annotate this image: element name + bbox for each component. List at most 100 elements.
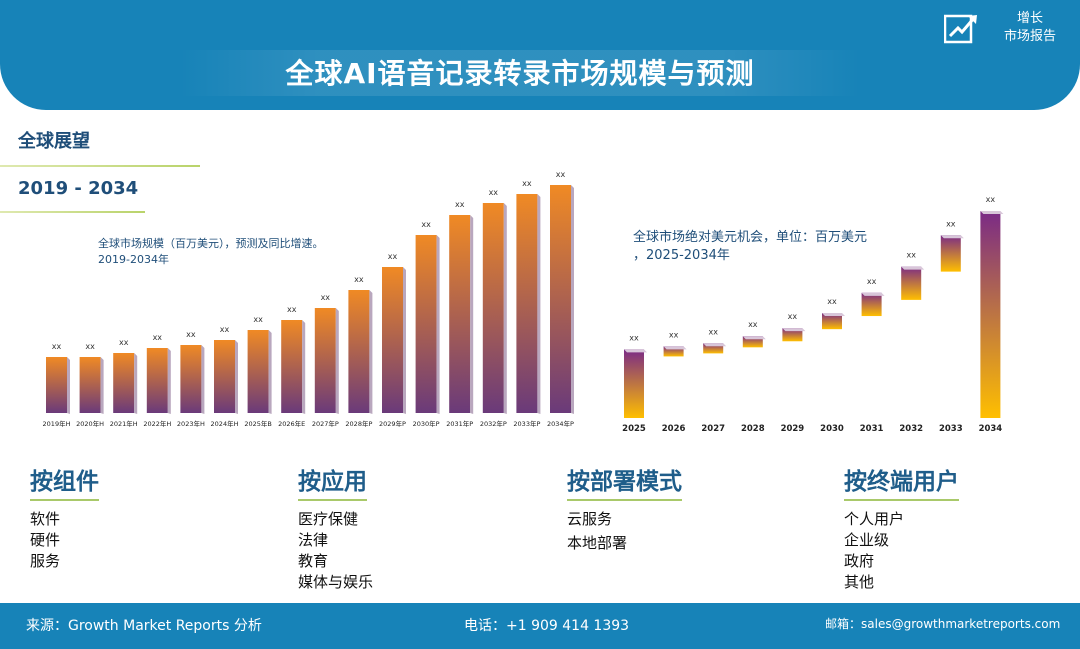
segment-heading: 按应用: [298, 462, 367, 501]
x-tick-label: 2019年H: [43, 419, 71, 428]
bar-data-label: xx: [354, 275, 364, 284]
segment-heading: 按组件: [30, 462, 99, 501]
segment-item: 其他: [844, 573, 875, 591]
divider-line: [0, 165, 200, 167]
bar-data-label: xx: [119, 338, 129, 347]
bar-data-label: xx: [85, 342, 95, 351]
bar-data-label: xx: [906, 251, 916, 260]
x-tick-label: 2028年P: [345, 419, 372, 428]
bar-market-size: [314, 308, 336, 413]
years-range-label: 2019 - 2034: [18, 178, 139, 199]
bar-opportunity: [980, 211, 1001, 418]
bar-market-size: [46, 357, 67, 413]
logo-text-line2: 市场报告: [1003, 29, 1056, 44]
bar-shadow: [901, 266, 925, 270]
x-tick-label: 2032: [899, 424, 923, 434]
bar-market-size: [79, 357, 101, 413]
bar-shadow: [134, 353, 138, 414]
x-tick-label: 2020年H: [76, 419, 104, 428]
title-band: [180, 50, 860, 96]
bar-shadow: [167, 348, 171, 414]
market-size-chart-subtitle: 2019-2034年: [98, 253, 169, 266]
segment-item: 教育: [298, 552, 329, 570]
page-title: 全球AI语音记录转录市场规模与预测: [285, 57, 755, 90]
bar-data-label: xx: [986, 195, 996, 204]
bar-data-label: xx: [321, 293, 331, 302]
bar-data-label: xx: [827, 297, 837, 306]
bar-market-size: [516, 194, 538, 413]
bar-opportunity: [861, 292, 882, 317]
x-tick-label: 2033年P: [513, 419, 540, 428]
footer-source: 来源：Growth Market Reports 分析: [26, 618, 262, 634]
x-tick-label: 2031: [860, 424, 884, 434]
bar-shadow: [369, 290, 373, 414]
bar-market-size: [482, 203, 504, 413]
bar-opportunity: [822, 313, 842, 330]
bar-market-size: [247, 330, 269, 413]
bar-market-size: [146, 348, 168, 413]
bar-shadow: [822, 313, 845, 317]
x-tick-label: 2021年H: [110, 419, 138, 428]
bar-shadow: [537, 194, 541, 414]
x-tick-label: 2028: [741, 424, 765, 434]
bar-data-label: xx: [455, 200, 465, 209]
x-tick-label: 2025年B: [244, 419, 272, 428]
x-tick-label: 2034: [979, 424, 1003, 434]
x-tick-label: 2030: [820, 424, 844, 434]
bar-opportunity: [901, 266, 922, 300]
bar-market-size: [113, 353, 135, 413]
segment-component: 按组件 软件 硬件 服务: [30, 462, 99, 572]
market-size-chart: xx 2019年H xx 2020年H xx 2021年H xx 2022年H xx 2023年H…: [43, 170, 575, 428]
x-tick-label: 2029: [781, 424, 805, 434]
bar-data-label: xx: [287, 305, 297, 314]
x-tick-label: 2031年P: [446, 419, 473, 428]
bar-shadow: [782, 328, 806, 332]
segment-item: 媒体与娱乐: [298, 573, 374, 591]
bar-shadow: [703, 343, 727, 347]
bar-shadow: [436, 235, 440, 414]
bar-opportunity: [663, 346, 684, 357]
bar-shadow: [470, 215, 474, 414]
bar-data-label: xx: [522, 179, 532, 188]
segment-heading: 按终端用户: [844, 462, 959, 501]
segment-application: 按应用 医疗保健 法律 教育 媒体与娱乐: [298, 462, 373, 593]
bar-data-label: xx: [788, 312, 798, 321]
bar-data-label: xx: [421, 220, 431, 229]
bar-shadow: [624, 349, 647, 353]
bar-shadow: [940, 235, 964, 239]
x-tick-label: 2024年H: [211, 419, 239, 428]
x-tick-label: 2025: [622, 424, 646, 434]
segment-item: 服务: [30, 552, 61, 570]
logo-text-line1: 增长: [1016, 11, 1043, 26]
bar-data-label: xx: [220, 325, 230, 334]
bar-opportunity: [703, 343, 724, 354]
bar-data-label: xx: [669, 330, 679, 339]
bar-shadow: [67, 357, 70, 414]
x-tick-label: 2034年P: [547, 419, 574, 428]
footer-phone: 电话：+1 909 414 1393: [464, 618, 630, 634]
footer-email[interactable]: 邮箱：sales@growthmarketreports.com: [825, 617, 1061, 631]
segment-item: 法律: [298, 531, 329, 549]
bar-data-label: xx: [556, 170, 566, 179]
bar-shadow: [980, 211, 1004, 215]
bar-data-label: xx: [708, 327, 718, 336]
footer-bar: 来源：Growth Market Reports 分析 电话：+1 909 41…: [0, 603, 1080, 649]
segment-item: 云服务: [567, 510, 613, 528]
bar-opportunity: [624, 349, 644, 418]
bar-data-label: xx: [153, 333, 163, 342]
bar-shadow: [663, 346, 687, 350]
bar-market-size: [348, 290, 370, 413]
bar-data-label: xx: [946, 219, 956, 228]
x-tick-label: 2022年H: [143, 419, 171, 428]
x-tick-label: 2033: [939, 424, 963, 434]
market-size-chart-title: 全球市场规模（百万美元），预测及同比增速。: [98, 237, 324, 250]
bar-shadow: [201, 345, 205, 414]
opportunity-chart-description: 全球市场绝对美元机会，单位：百万美元 ，2025-2034年: [633, 229, 867, 265]
opportunity-chart-subtitle: ，2025-2034年: [633, 248, 730, 263]
x-tick-label: 2027: [701, 424, 725, 434]
x-tick-label: 2026年E: [278, 419, 305, 428]
market-size-chart-description: 全球市场规模（百万美元），预测及同比增速。 2019-2034年: [98, 236, 324, 268]
bar-data-label: xx: [52, 342, 62, 351]
bar-shadow: [100, 357, 104, 414]
